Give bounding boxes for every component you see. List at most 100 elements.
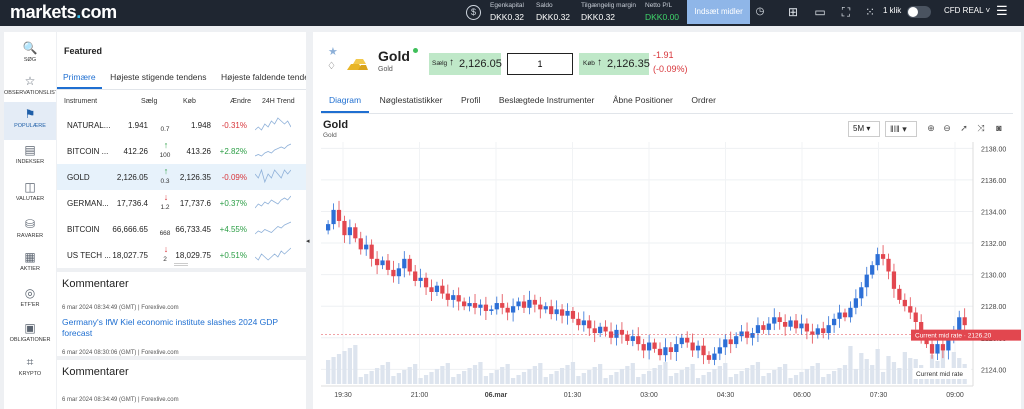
zoom-out-icon[interactable]: ⊖ — [943, 123, 951, 133]
hamburger-menu-icon[interactable]: ☰ — [996, 3, 1008, 18]
buy-price[interactable]: 17,737.6 — [179, 199, 211, 208]
account-type-select[interactable]: CFD REAL ˅ — [944, 6, 991, 15]
volume-bar — [451, 377, 456, 384]
one-click-toggle[interactable] — [907, 6, 931, 18]
sell-price[interactable]: 1.941 — [127, 121, 148, 130]
candle-body — [793, 320, 799, 329]
sell-price[interactable]: 412.26 — [123, 147, 148, 156]
tab-top-fallers[interactable]: Højeste faldende tendens — [221, 72, 306, 82]
volume-bar — [462, 371, 467, 384]
volume-bar — [701, 375, 706, 384]
commentary-panel: Kommentarer 6 mar 2024 08:34:49 (GMT) | … — [57, 272, 306, 356]
volume-label-bg — [913, 368, 971, 379]
column-buy[interactable]: Køb — [183, 98, 196, 105]
column-change[interactable]: Ændre — [230, 98, 252, 105]
tab-open-positions[interactable]: Åbne Positioner — [612, 95, 673, 105]
sell-button[interactable]: Sælg ↑ 2,126.05 — [429, 53, 502, 75]
buy-price[interactable]: 413.26 — [186, 147, 211, 156]
instrument-row[interactable]: GERMAN... 17,736.4 ↓ 1.2 17,737.6 +0.37% — [57, 190, 306, 216]
tab-top-risers[interactable]: Højeste stigende tendens — [110, 72, 207, 82]
volume-bar — [902, 352, 907, 384]
comment-headline-link[interactable]: Germany's IfW Kiel economic institute sl… — [62, 317, 278, 338]
tab-orders[interactable]: Ordrer — [691, 95, 716, 105]
column-sell[interactable]: Sælg — [141, 98, 158, 105]
volume-bar — [445, 363, 450, 384]
sell-price[interactable]: 17,736.4 — [116, 199, 148, 208]
candle-body — [342, 220, 347, 236]
volume-bar — [608, 375, 614, 384]
sell-price[interactable]: 18,027.75 — [112, 251, 148, 260]
candle-body — [685, 337, 690, 343]
markets-logo[interactable]: markets.com — [10, 2, 117, 22]
caret-down-icon: ▾ — [902, 124, 907, 134]
column-trend[interactable]: 24H Trend — [262, 98, 295, 105]
tab-key-statistics[interactable]: Nøglestatistikker — [379, 95, 443, 105]
buy-price[interactable]: 18,029.75 — [175, 251, 211, 260]
rail-item-watchlist[interactable]: ☆ OBSERVATIONSLISTE — [4, 74, 56, 96]
star-icon[interactable]: ★ — [328, 46, 338, 58]
column-instrument[interactable]: Instrument — [64, 98, 98, 105]
volume-bar — [695, 378, 701, 384]
rail-item-commodities[interactable]: ⛁ RÅVARER — [16, 217, 44, 239]
candle-body — [663, 347, 668, 356]
timeframe-select[interactable]: 5M ▾ — [848, 121, 880, 137]
price-chart[interactable]: 2124.002126.002128.002130.002132.002134.… — [313, 140, 1021, 409]
alert-icon[interactable]: ♢ — [327, 61, 336, 72]
volume-bar — [831, 371, 837, 384]
candle-body — [804, 323, 810, 332]
chart-type-select[interactable]: ǁǀǁ ▾ — [885, 121, 917, 137]
instrument-row[interactable]: NATURAL... 1.941 0.7 1.948 -0.31% — [57, 112, 306, 138]
rail-item-crypto[interactable]: ⌗ KRYPTO — [18, 355, 42, 377]
tab-profile[interactable]: Profil — [460, 95, 481, 105]
tab-primary[interactable]: Primære — [57, 70, 102, 89]
candle-body — [690, 342, 695, 351]
y-tick-label: 2136.00 — [981, 178, 1006, 185]
camera-icon[interactable]: ◙ — [996, 123, 1002, 133]
tab-diagram[interactable]: Diagram — [321, 92, 370, 113]
rail-item-bonds[interactable]: ▣ OBLIGATIONER — [9, 321, 51, 343]
collapse-panel-icon[interactable]: ◂ — [306, 238, 310, 245]
candle-body — [391, 269, 396, 277]
apps-grid-icon[interactable]: ⁙ — [864, 5, 876, 19]
rail-item-search[interactable]: 🔍 SØG — [22, 41, 38, 63]
star-icon: ☆ — [24, 74, 36, 88]
zoom-in-icon[interactable]: ⊕ — [927, 123, 935, 133]
instrument-row[interactable]: GOLD 2,126.05 ↑ 0.3 2,126.35 -0.09% — [57, 164, 306, 190]
quantity-input[interactable] — [507, 53, 573, 75]
volume-bar — [347, 348, 353, 384]
volume-bar — [668, 376, 674, 384]
layout-icon[interactable]: ⊞ — [787, 5, 799, 19]
candle-body — [451, 295, 456, 300]
volume-bar — [842, 365, 848, 384]
rail-item-stocks[interactable]: ▦ AKTIER — [20, 250, 40, 272]
buy-price[interactable]: 66,733.45 — [175, 225, 211, 234]
volume-bar — [706, 372, 712, 384]
currency-icon[interactable]: $ — [466, 5, 481, 20]
buy-price[interactable]: 2,126.35 — [179, 173, 211, 182]
buy-button[interactable]: Køb ↑ 2,126.35 — [579, 53, 650, 75]
sell-price[interactable]: 2,126.05 — [116, 173, 148, 182]
fullscreen-icon[interactable]: ⛶ — [841, 5, 851, 19]
tab-related-instruments[interactable]: Beslægtede Instrumenter — [498, 95, 595, 105]
instrument-row[interactable]: BITCOIN 66,666.65 668 66,733.45 +4.55% — [57, 216, 306, 242]
buy-price[interactable]: 1.948 — [190, 121, 211, 130]
chat-icon[interactable]: ▭ — [814, 5, 826, 19]
candle-body — [723, 339, 728, 348]
instrument-row[interactable]: BITCOIN ... 412.26 ↑ 100 413.26 +2.82% — [57, 138, 306, 164]
resize-grip[interactable] — [174, 263, 188, 266]
deposit-button[interactable]: Indsæt midler — [687, 0, 750, 24]
rail-item-indices[interactable]: ▤ INDEKSER — [15, 143, 45, 165]
volume-bar — [772, 370, 777, 384]
cursor-icon[interactable]: ➚ — [960, 123, 968, 133]
rail-item-popular[interactable]: ⚑ POPULÆRE — [4, 102, 56, 140]
sell-price[interactable]: 66,666.65 — [112, 225, 148, 234]
rail-item-etfs[interactable]: ◎ ETF'ER — [20, 286, 40, 308]
drawing-tools-icon[interactable]: ⤨ — [977, 123, 985, 133]
instrument-row[interactable]: US TECH ... 18,027.75 ↓ 2 18,029.75 +0.51% — [57, 242, 306, 268]
featured-title: Featured — [64, 46, 103, 56]
change-absolute: -1.91 — [653, 50, 674, 60]
rail-item-currencies[interactable]: ◫ VALUTAER — [15, 180, 45, 202]
clock-icon[interactable]: ◷ — [755, 6, 765, 17]
candle-body — [608, 331, 614, 338]
volume-bar — [690, 364, 695, 384]
